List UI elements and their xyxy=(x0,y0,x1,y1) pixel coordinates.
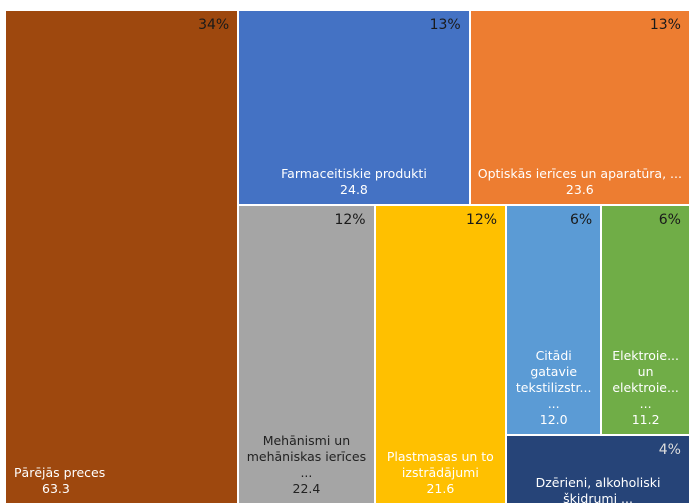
value-label: 11.2 xyxy=(631,411,660,427)
tile: 13% Farmaceitiskie produkti 24.8 xyxy=(238,10,470,206)
value-label: 22.4 xyxy=(292,480,321,496)
category-label: Farmaceitiskie produkti xyxy=(281,166,427,182)
tile: 13% Optiskās ierīces un aparatūra, ... 23.… xyxy=(469,10,690,206)
percent-label: 13% xyxy=(649,17,681,33)
percent-label: 6% xyxy=(658,212,681,229)
category-label: Dzērieni, alkoholiski šķidrumi ... xyxy=(535,474,661,504)
tile: 4% Dzērieni, alkoholiski šķidrumi ... xyxy=(506,434,690,504)
tile: 6% Elektroie... un elektroie... ... 11.2 xyxy=(601,205,690,435)
category-label: Elektroie... un elektroie... ... xyxy=(612,347,679,411)
category-label: Mehānismi un mehāniskas ierīces ... xyxy=(246,432,367,480)
tile: 34% Pārējās preces 63.3 xyxy=(5,10,239,504)
value-label: 12.0 xyxy=(539,411,568,427)
category-label: Plastmasas un to izstrādājumi xyxy=(386,448,494,480)
tile-label: Elektroie... un elektroie... ... 11.2 xyxy=(606,348,685,428)
percent-label: 13% xyxy=(429,17,461,33)
percent-label: 12% xyxy=(465,212,498,229)
value-label: 24.8 xyxy=(340,182,368,198)
percent-label: 6% xyxy=(570,212,593,229)
tile-label: Mehānismi un mehāniskas ierīces ... 22.4 xyxy=(243,433,369,497)
tile: 6% Citādi gatavie tekstilizstr... ... 12.0 xyxy=(506,205,602,435)
tile-label: Pārējās preces 63.3 xyxy=(14,465,233,497)
tile-label: Dzērieni, alkoholiski šķidrumi ... xyxy=(511,474,685,504)
tile: 12% Mehānismi un mehāniskas ierīces ... 22… xyxy=(238,205,375,504)
value-label: 63.3 xyxy=(42,481,70,496)
tile: 12% Plastmasas un to izstrādājumi 21.6 xyxy=(374,205,507,504)
category-label: Citādi gatavie tekstilizstr... ... xyxy=(515,347,592,411)
category-label: Optiskās ierīces un aparatūra, ... xyxy=(477,166,682,182)
tile-label: Farmaceitiskie produkti 24.8 xyxy=(243,166,464,198)
value-label: 21.6 xyxy=(426,480,455,496)
percent-label: 4% xyxy=(658,441,681,458)
tile-label: Plastmasas un to izstrādājumi 21.6 xyxy=(380,449,502,497)
category-label: Pārējās preces xyxy=(14,465,106,480)
value-label: 23.6 xyxy=(565,182,594,198)
percent-label: 12% xyxy=(334,212,366,229)
tile-label: Citādi gatavie tekstilizstr... ... 12.0 xyxy=(511,348,596,428)
tile-label: Optiskās ierīces un aparatūra, ... 23.6 xyxy=(475,166,685,198)
percent-label: 34% xyxy=(198,17,230,33)
